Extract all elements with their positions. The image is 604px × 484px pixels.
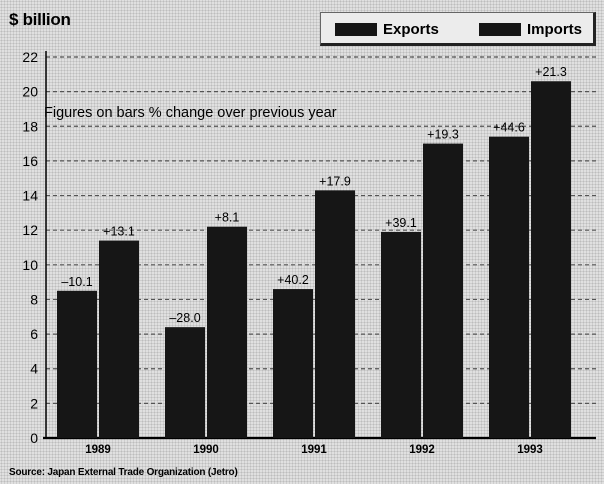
data-label-exports-1989: –10.1 <box>61 275 92 289</box>
x-tick-label-1993: 1993 <box>517 444 543 456</box>
y-tick-label: 20 <box>22 84 38 100</box>
y-tick-label: 8 <box>30 291 38 307</box>
legend-swatch-exports <box>335 22 377 36</box>
bar-imports-1989 <box>99 240 139 438</box>
bar-exports-1989 <box>57 290 97 438</box>
data-label-imports-1989: +13.1 <box>103 225 135 239</box>
y-tick-label: 22 <box>22 49 38 65</box>
x-tick-label-1990: 1990 <box>193 444 219 456</box>
y-tick-label: 12 <box>22 222 38 238</box>
legend-swatch-imports <box>479 22 521 36</box>
y-tick-label: 6 <box>30 326 38 342</box>
x-tick-label-1991: 1991 <box>301 444 327 456</box>
y-tick-label: 14 <box>22 188 38 204</box>
data-label-exports-1993: +44.6 <box>493 121 525 135</box>
legend-item-imports: Imports <box>479 20 583 38</box>
data-label-imports-1990: +8.1 <box>215 211 240 225</box>
y-tick-label: 10 <box>22 257 38 273</box>
legend-label-imports: Imports <box>527 20 583 38</box>
bar-imports-1992 <box>423 143 463 438</box>
data-label-exports-1990: –28.0 <box>169 311 200 325</box>
y-tick-label: 0 <box>30 430 38 446</box>
bar-imports-1993 <box>531 81 571 438</box>
legend: Exports Imports <box>320 12 596 46</box>
data-label-exports-1992: +39.1 <box>385 216 417 230</box>
bar-imports-1991 <box>315 190 355 438</box>
legend-label-exports: Exports <box>383 20 439 38</box>
data-label-imports-1991: +17.9 <box>319 174 351 188</box>
data-label-exports-1991: +40.2 <box>277 273 309 287</box>
y-tick-label: 16 <box>22 153 38 169</box>
bar-exports-1993 <box>489 136 529 438</box>
bar-imports-1990 <box>207 226 247 438</box>
legend-item-exports: Exports <box>335 20 439 38</box>
bar-exports-1991 <box>273 289 313 438</box>
data-label-imports-1992: +19.3 <box>427 128 459 142</box>
x-tick-label-1992: 1992 <box>409 444 435 456</box>
x-tick-label-1989: 1989 <box>85 444 111 456</box>
source-note: Source: Japan External Trade Organizatio… <box>9 467 238 478</box>
y-tick-label: 2 <box>30 395 38 411</box>
y-tick-label: 4 <box>30 361 38 377</box>
y-tick-label: 18 <box>22 118 38 134</box>
bar-exports-1990 <box>165 327 205 438</box>
annotation-text: Figures on bars % change over previous y… <box>44 105 337 121</box>
y-axis-label: $ billion <box>9 10 71 29</box>
data-label-imports-1993: +21.3 <box>535 65 567 79</box>
bar-exports-1992 <box>381 231 421 438</box>
